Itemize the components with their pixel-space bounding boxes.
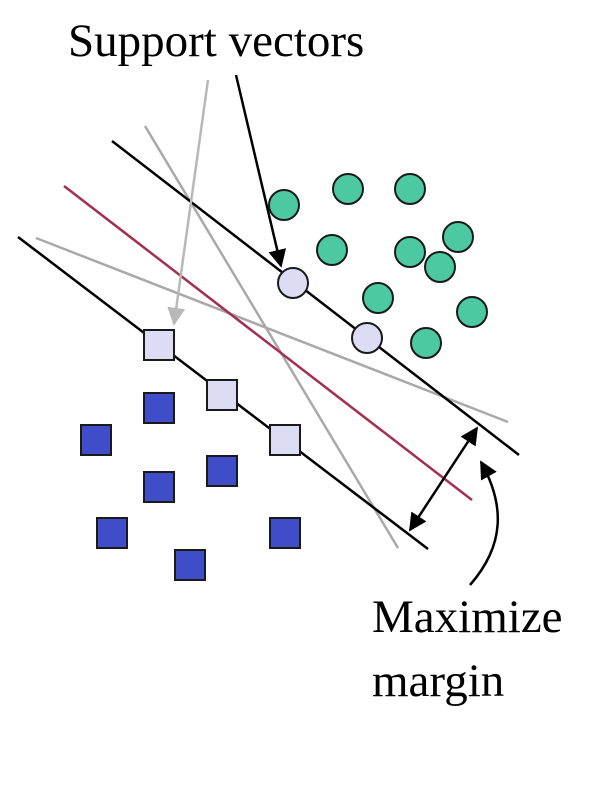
circle-point-icon — [268, 189, 300, 221]
optimal-hyperplane — [63, 185, 473, 501]
square-point-icon — [206, 455, 238, 487]
circle-point-icon — [277, 267, 309, 299]
circle-point-icon — [351, 322, 383, 354]
circle-support-vectors — [277, 267, 383, 354]
alternative-hyperplane-steep — [143, 125, 400, 549]
circle-point-icon — [316, 234, 348, 266]
square-point-icon — [96, 517, 128, 549]
square-point-icon — [206, 379, 238, 411]
square-class-points — [80, 392, 301, 581]
circle-point-icon — [424, 251, 456, 283]
square-point-icon — [143, 329, 175, 361]
circle-class-points — [268, 173, 488, 359]
circle-point-icon — [442, 221, 474, 253]
square-point-icon — [174, 549, 206, 581]
square-point-icon — [269, 424, 301, 456]
arrow-icon — [469, 460, 499, 586]
circle-point-icon — [332, 173, 364, 205]
square-point-icon — [143, 471, 175, 503]
square-support-vectors — [143, 329, 301, 456]
arrow-icon — [408, 426, 479, 532]
square-point-icon — [269, 517, 301, 549]
circle-point-icon — [456, 296, 488, 328]
circle-point-icon — [394, 173, 426, 205]
margin-line-upper — [111, 140, 520, 456]
arrow-icon — [234, 74, 287, 268]
circle-point-icon — [394, 236, 426, 268]
support-vectors-label: Support vectors — [68, 15, 365, 67]
circle-point-icon — [410, 327, 442, 359]
arrow-icon — [167, 79, 210, 326]
maximize-margin-label-line1: Maximize — [372, 591, 563, 643]
alternative-hyperplane-shallow — [35, 236, 509, 424]
square-point-icon — [143, 392, 175, 424]
circle-point-icon — [362, 282, 394, 314]
maximize-margin-label-line2: margin — [372, 655, 505, 707]
square-point-icon — [80, 424, 112, 456]
